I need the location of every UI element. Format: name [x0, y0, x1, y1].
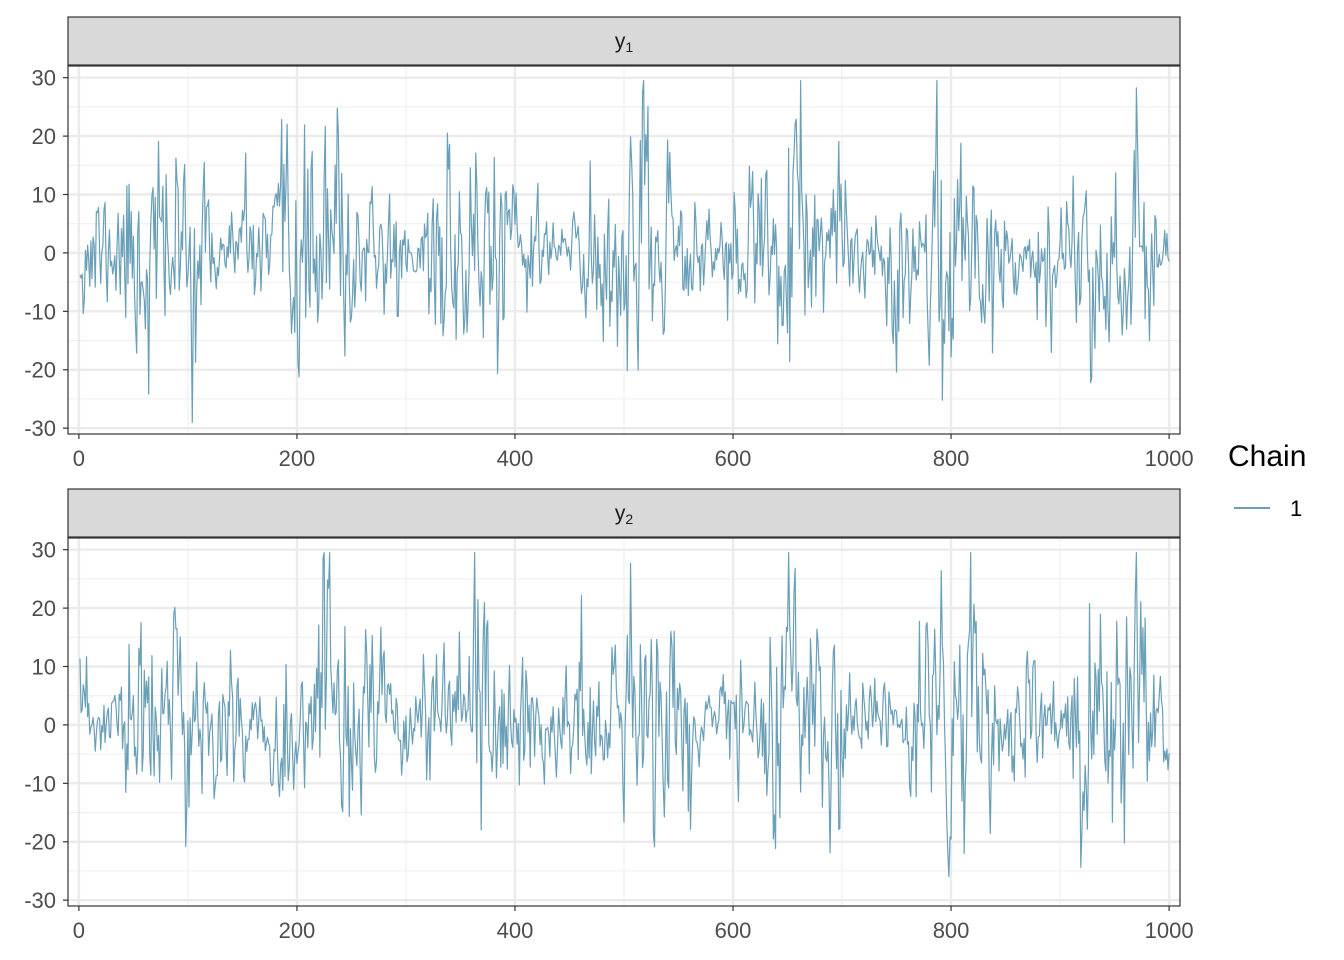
x-tick-label: 200 [279, 918, 316, 943]
x-tick-label: 400 [497, 918, 534, 943]
plot-panel-border [67, 65, 1181, 435]
y-tick-label: -30 [24, 888, 56, 913]
plot-panel-border [67, 537, 1181, 907]
trace-line-chain-1 [79, 551, 1170, 878]
legend-title: Chain [1228, 440, 1306, 473]
y-tick-label: 30 [32, 66, 56, 91]
y-tick-label: 10 [32, 655, 56, 680]
y-tick-label: 20 [32, 596, 56, 621]
legend-label-chain-1: 1 [1290, 496, 1302, 521]
x-tick-label: 800 [933, 446, 970, 471]
y-tick-label: 10 [32, 183, 56, 208]
y-tick-label: -20 [24, 358, 56, 383]
x-tick-label: 200 [279, 446, 316, 471]
facet-panel-2: y2 30 20 10 0 -10 -20 -30 0 200 400 600 800 1000 [24, 488, 1194, 943]
facet-strip [67, 488, 1181, 538]
facet-panel-1: y1 30 20 10 0 -10 -20 -30 0 200 400 600 800 1000 [24, 16, 1194, 471]
legend: Chain 1 [1228, 440, 1306, 521]
x-tick-label: 0 [73, 918, 85, 943]
x-tick-label: 1000 [1145, 918, 1194, 943]
y-tick-label: -10 [24, 771, 56, 796]
x-tick-label: 1000 [1145, 446, 1194, 471]
facet-strip-label: y1 [615, 30, 634, 55]
y-tick-label: -30 [24, 416, 56, 441]
x-tick-label: 400 [497, 446, 534, 471]
x-tick-label: 600 [715, 918, 752, 943]
y-tick-label: -10 [24, 299, 56, 324]
y-tick-label: 0 [44, 713, 56, 738]
y-tick-label: 0 [44, 241, 56, 266]
x-tick-label: 0 [73, 446, 85, 471]
facet-strip [67, 16, 1181, 66]
trace-line-chain-1 [79, 79, 1170, 423]
y-tick-label: 30 [32, 538, 56, 563]
facet-strip-label: y2 [615, 502, 634, 527]
y-tick-label: 20 [32, 124, 56, 149]
x-tick-label: 800 [933, 918, 970, 943]
x-tick-label: 600 [715, 446, 752, 471]
y-tick-label: -20 [24, 830, 56, 855]
